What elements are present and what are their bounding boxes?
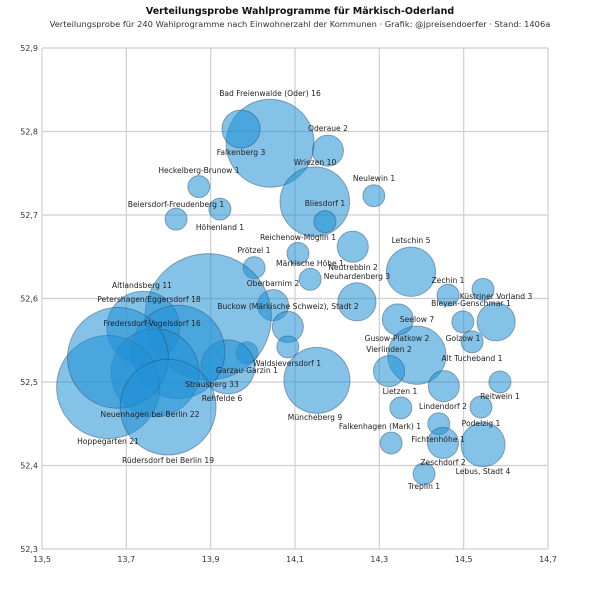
- bubble: [427, 370, 460, 403]
- chart-title: Verteilungsprobe Wahlprogramme für Märki…: [145, 6, 455, 17]
- bubble-label: Buckow (Märkische Schweiz), Stadt 2: [217, 302, 359, 311]
- y-tick-label: 52,3: [20, 545, 38, 554]
- x-tick-label: 14,7: [539, 555, 557, 564]
- bubble-label: Waldsieversdorf 1: [253, 359, 321, 368]
- bubble-label: Neuenhagen bei Berlin 22: [101, 410, 200, 419]
- bubble: [286, 241, 310, 265]
- bubble-label: Seelow 7: [400, 315, 435, 324]
- bubble-label: Zechin 1: [431, 276, 464, 285]
- bubble-label: Falkenhagen (Mark) 1: [339, 422, 421, 431]
- y-tick-label: 52,5: [20, 378, 38, 387]
- x-tick-label: 14,1: [286, 555, 304, 564]
- bubble: [336, 230, 369, 263]
- bubble-label: Neulewin 1: [353, 174, 395, 183]
- bubble-label: Fredersdorf-Vogelsdorf 16: [103, 319, 200, 328]
- bubble-label: Märkische Höhe 1: [276, 259, 344, 268]
- bubble-label: Altlandsberg 11: [112, 281, 172, 290]
- y-tick-label: 52,9: [20, 44, 38, 53]
- x-tick-label: 13,7: [117, 555, 135, 564]
- y-tick-label: 52,6: [20, 295, 38, 304]
- bubble-label: Neuhardenberg 3: [324, 272, 391, 281]
- bubble: [187, 175, 211, 199]
- bubble-label: Letschin 5: [392, 236, 431, 245]
- bubble: [221, 109, 261, 149]
- bubble-label: Rüdersdorf bei Berlin 19: [122, 456, 214, 465]
- bubble-label: Reitwein 1: [480, 392, 520, 401]
- bubble-label: Lindendorf 2: [419, 402, 467, 411]
- bubble: [460, 330, 484, 354]
- bubble: [381, 303, 414, 336]
- bubble-label: Bleyen-Genschmar 1: [431, 299, 511, 308]
- bubble-label: Beiersdorf-Freudenberg 1: [128, 200, 225, 209]
- bubble-label: Golzow 1: [446, 334, 481, 343]
- bubble-label: Prötzel 1: [237, 246, 270, 255]
- bubble: [385, 246, 437, 297]
- bubble-label: Alt Tucheband 1: [441, 354, 502, 363]
- y-tick-label: 52,4: [20, 462, 38, 471]
- bubble-label: Garzau-Garzin 1: [216, 366, 278, 375]
- bubble-label: Höhenland 1: [196, 223, 244, 232]
- bubble-label: Zeschdorf 2: [420, 458, 465, 467]
- bubble: [451, 310, 475, 334]
- bubble-label: Falkenberg 3: [217, 148, 266, 157]
- bubble: [488, 370, 512, 394]
- bubble-label: Rehfelde 6: [202, 394, 243, 403]
- x-tick-label: 14,3: [370, 555, 388, 564]
- bubble-label: Heckelberg-Brunow 1: [158, 166, 239, 175]
- bubble: [276, 335, 300, 359]
- bubble-label: Müncheberg 9: [288, 413, 343, 422]
- bubble-label: Strausberg 33: [185, 380, 239, 389]
- bubble: [164, 207, 188, 231]
- bubble: [471, 277, 495, 301]
- bubble: [426, 426, 460, 460]
- bubble-label: Wriezen 10: [294, 158, 337, 167]
- bubble-label: Gusow-Platkow 2: [365, 334, 430, 343]
- bubble: [460, 422, 506, 468]
- bubble-label: Neutrebbin 2: [328, 263, 378, 272]
- x-tick-label: 13,5: [33, 555, 51, 564]
- bubble: [119, 358, 217, 456]
- bubble: [208, 197, 232, 221]
- bubble: [469, 395, 493, 419]
- bubble-label: Küstriner Vorland 3: [460, 292, 533, 301]
- bubble: [362, 184, 386, 208]
- bubble-label: Lebus, Stadt 4: [456, 467, 511, 476]
- bubble: [311, 134, 344, 167]
- bubble: [283, 346, 351, 414]
- bubble: [389, 396, 413, 420]
- bubble: [298, 267, 322, 291]
- bubble-label: Hoppegarten 21: [77, 437, 139, 446]
- bubble-label: Podelzig 1: [462, 419, 501, 428]
- bubble-label: Oderaue 2: [308, 124, 348, 133]
- bubble-label: Petershagen/Eggersdorf 18: [97, 295, 201, 304]
- bubble-label: Lietzen 1: [383, 387, 418, 396]
- bubble: [313, 210, 337, 234]
- bubble-label: Bliesdorf 1: [305, 199, 346, 208]
- y-tick-label: 52,8: [20, 128, 38, 137]
- y-tick-label: 52,7: [20, 211, 38, 220]
- bubble-label: Bad Freienwalde (Oder) 16: [219, 89, 321, 98]
- bubble: [412, 462, 436, 486]
- bubble-label: Treplin 1: [407, 482, 440, 491]
- bubble: [476, 302, 516, 342]
- x-tick-label: 14,5: [455, 555, 473, 564]
- bubble: [372, 355, 406, 388]
- bubble: [379, 431, 403, 455]
- bubble-label: Fichtenhöhe 1: [411, 435, 465, 444]
- chart-subtitle: Verteilungsprobe für 240 Wahlprogramme n…: [49, 19, 551, 29]
- bubble: [337, 282, 377, 322]
- x-tick-label: 13,9: [202, 555, 220, 564]
- bubble-label: Reichenow-Möglin 1: [260, 233, 336, 242]
- bubble-label: Oberbarnim 2: [247, 279, 300, 288]
- bubble: [436, 283, 460, 307]
- bubble-label: Vierlinden 2: [366, 345, 412, 354]
